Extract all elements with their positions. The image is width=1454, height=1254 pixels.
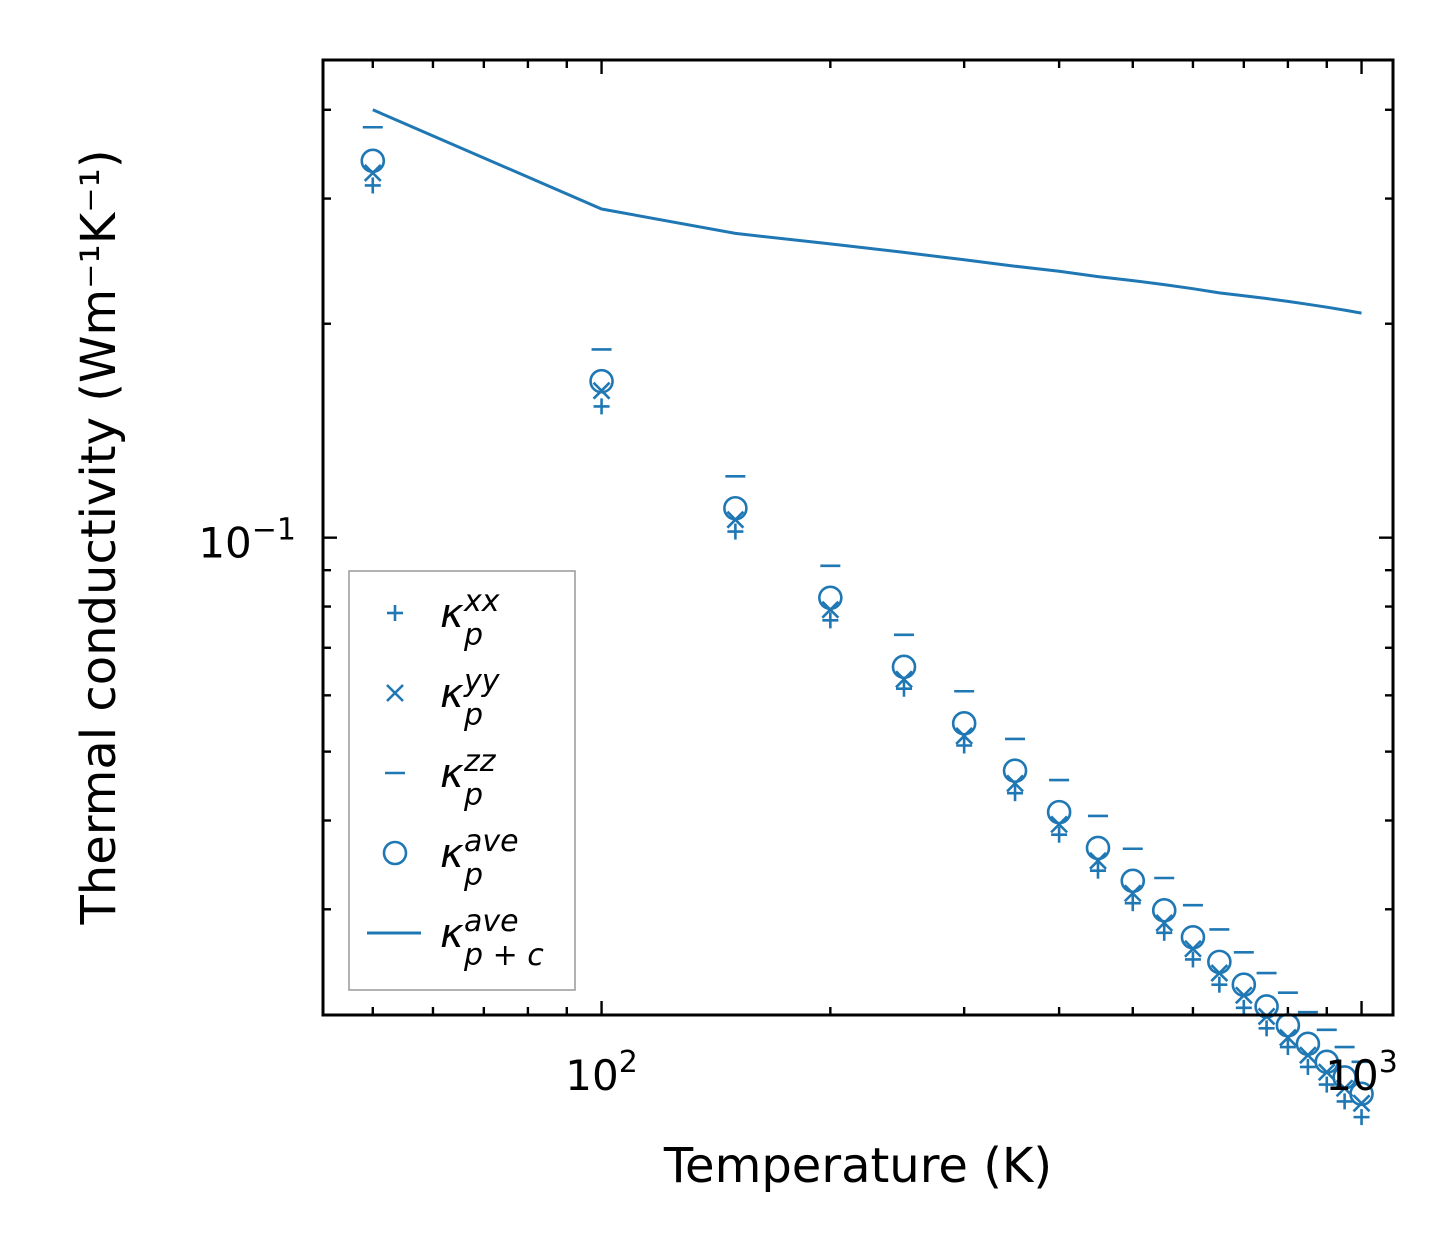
point-kxx (895, 680, 912, 697)
point-kyy (955, 727, 974, 745)
point-kave (589, 368, 614, 394)
point-kave (818, 585, 843, 611)
point-kave (1151, 898, 1177, 923)
legend-marker-plus (387, 605, 403, 621)
point-kyy (1089, 851, 1107, 870)
legend-marker-circle (382, 840, 408, 866)
point-kave (1254, 994, 1279, 1019)
point-kxx (1089, 862, 1106, 879)
point-kave (723, 495, 748, 521)
y-tick-label: 10−1 (198, 513, 296, 568)
point-kave (951, 711, 977, 736)
y-axis-title: Thermal conductivity (Wm⁻¹K⁻¹) (71, 149, 127, 925)
point-kxx (593, 398, 610, 415)
point-kxx (1299, 1058, 1316, 1075)
legend-label: κxx p (440, 584, 500, 653)
plot-frame (321, 58, 1395, 1017)
point-kxx (1353, 1109, 1370, 1126)
point-kave (1085, 835, 1111, 861)
legend-frame (348, 570, 576, 991)
point-kxx (1156, 924, 1173, 941)
point-kxx (956, 737, 973, 754)
point-kxx (727, 523, 744, 540)
legend-label: κyy p (440, 664, 501, 733)
point-kave (1295, 1031, 1321, 1057)
point-kyy (592, 381, 611, 400)
point-kxx (1124, 895, 1141, 912)
point-kxx (1318, 1076, 1335, 1093)
point-kave (891, 654, 917, 680)
point-kxx (1235, 999, 1252, 1016)
data-layer (360, 108, 1374, 1126)
point-kyy (1155, 914, 1174, 932)
x-axis-title: Temperature (K) (663, 1138, 1052, 1194)
point-kyy (895, 670, 913, 689)
legend-marker-x (386, 684, 404, 702)
legend: κxx p κyy p κzz p κave p κave p + c (348, 570, 576, 991)
series-line-kave_pc (372, 108, 1362, 315)
point-kave (1231, 972, 1257, 997)
point-kave (1046, 799, 1072, 825)
tick-labels: 102 103 10−1 (198, 513, 1398, 1100)
point-kyy (1123, 884, 1142, 903)
point-kxx (1336, 1093, 1353, 1110)
point-kxx (1051, 826, 1068, 843)
point-kave (1349, 1081, 1374, 1107)
point-kxx (822, 612, 839, 629)
point-kxx (1007, 785, 1024, 802)
point-kave (1002, 758, 1028, 784)
legend-label: κave p (440, 824, 519, 893)
point-kave (1332, 1065, 1357, 1090)
point-kave (360, 148, 386, 174)
point-kyy (1006, 774, 1024, 793)
point-kave (1180, 924, 1206, 950)
point-kave (1314, 1049, 1340, 1075)
point-kave (1275, 1013, 1301, 1038)
x-tick-label: 103 (1325, 1045, 1398, 1100)
point-kyy (1352, 1094, 1371, 1113)
legend-label: κave p + c (440, 904, 544, 973)
x-tick-label: 102 (565, 1045, 638, 1100)
legend-label: κzz p (440, 744, 497, 813)
point-kxx (1258, 1020, 1275, 1037)
point-kave (1120, 868, 1146, 894)
point-kave (1207, 949, 1232, 975)
point-kxx (1279, 1039, 1296, 1056)
point-kxx (1211, 976, 1228, 993)
point-kxx (1184, 951, 1201, 968)
point-kxx (364, 177, 381, 194)
